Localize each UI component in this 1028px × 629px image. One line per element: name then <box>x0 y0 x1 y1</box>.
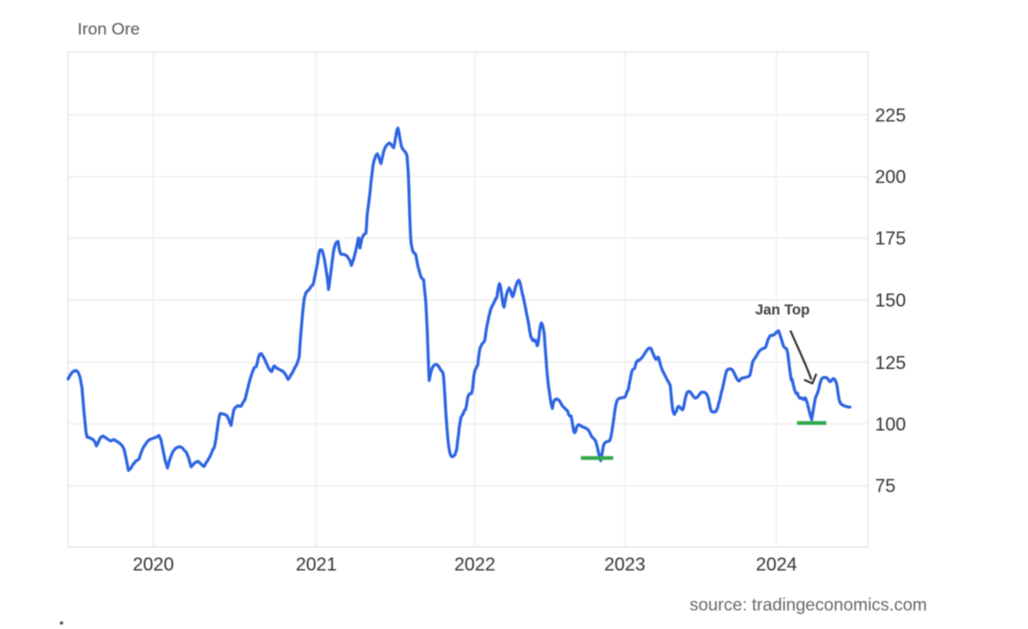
svg-text:2023: 2023 <box>604 554 645 575</box>
svg-text:200: 200 <box>875 166 906 187</box>
svg-text:100: 100 <box>875 414 906 435</box>
svg-text:225: 225 <box>875 104 906 125</box>
svg-text:125: 125 <box>875 352 906 373</box>
svg-text:Jan Top: Jan Top <box>755 302 810 318</box>
svg-text:2024: 2024 <box>756 554 797 575</box>
svg-text:2020: 2020 <box>133 554 174 575</box>
svg-text:2022: 2022 <box>454 554 495 575</box>
svg-text:75: 75 <box>875 475 896 496</box>
svg-text:175: 175 <box>875 228 906 249</box>
svg-text:Iron Ore: Iron Ore <box>78 20 140 39</box>
svg-text:2021: 2021 <box>296 554 337 575</box>
svg-text:source: tradingeconomics.com: source: tradingeconomics.com <box>690 595 927 615</box>
svg-text:150: 150 <box>875 289 906 310</box>
